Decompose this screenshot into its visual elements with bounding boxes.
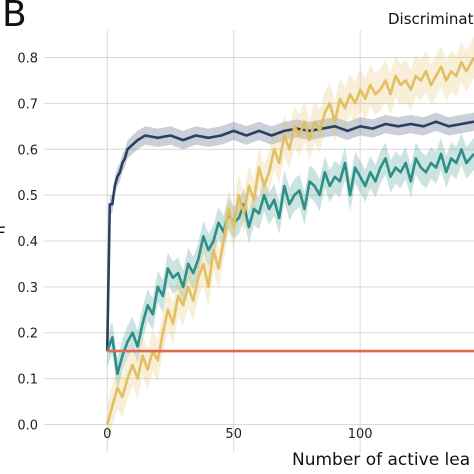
chart-title: Discriminativ <box>388 10 474 28</box>
series-band-gold <box>107 36 474 446</box>
x-axis-label: Number of active lea <box>292 450 471 470</box>
grid-lines <box>44 30 474 452</box>
y-tick-label: 0.2 <box>17 327 38 342</box>
series-lines <box>105 56 474 425</box>
y-tick-label: 0.1 <box>17 373 38 388</box>
y-tick-label: 0.7 <box>17 97 38 112</box>
x-tick-labels: 0 50 100 <box>103 427 372 442</box>
y-tick-label: 0.3 <box>17 281 38 296</box>
series-band-teal <box>107 133 474 391</box>
y-tick-labels: 0.0 0.1 0.2 0.3 0.4 0.5 0.6 0.7 0.8 <box>17 52 38 434</box>
series-line-teal <box>105 148 474 376</box>
series-line-navy <box>105 120 474 352</box>
panel-letter: B <box>2 0 27 35</box>
y-tick-label: 0.4 <box>17 235 38 250</box>
x-tick-label: 0 <box>103 427 111 442</box>
y-tick-label: 0.0 <box>17 418 38 433</box>
x-tick-label: 50 <box>225 427 242 442</box>
y-axis-label: F <box>0 224 6 244</box>
x-tick-label: 100 <box>348 427 373 442</box>
y-tick-label: 0.5 <box>17 189 38 204</box>
y-tick-label: 0.8 <box>17 52 38 67</box>
series-line-gold <box>105 56 474 425</box>
y-tick-label: 0.6 <box>17 143 38 158</box>
